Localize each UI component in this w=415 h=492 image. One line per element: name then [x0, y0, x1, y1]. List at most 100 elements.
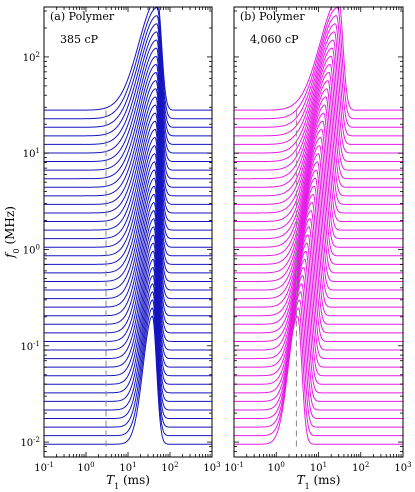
x-tick-label: 101: [119, 461, 136, 474]
y-tick-label: 101: [23, 147, 40, 160]
series-line: [44, 104, 212, 223]
x-tick-label: 102: [352, 461, 369, 474]
series-line: [234, 169, 403, 291]
series-line: [44, 275, 212, 402]
series-line: [44, 80, 212, 197]
series-line: [44, 145, 212, 265]
panel-b: 10-1 100 101 102 103 T1 (ms) (b) Polymer 4,060 …: [224, 6, 412, 491]
series-line: [44, 55, 212, 171]
series-line: [234, 39, 403, 154]
series-line: [44, 7, 212, 111]
series-line: [44, 128, 212, 248]
series-line: [234, 250, 403, 377]
series-line: [44, 201, 212, 325]
series-line: [44, 169, 212, 291]
series-line: [44, 39, 212, 154]
series-line: [234, 120, 403, 240]
series-line: [44, 120, 212, 240]
series-line: [44, 177, 212, 300]
series-group: [44, 7, 212, 445]
series-line: [234, 55, 403, 171]
series-line: [234, 193, 403, 317]
x-tick-label: 103: [394, 461, 411, 474]
plot-frame: [43, 6, 213, 458]
series-line: [44, 242, 212, 368]
x-tick-label: 102: [161, 461, 178, 474]
series-line: [234, 80, 403, 197]
series-line: [234, 104, 403, 223]
series-line: [234, 23, 403, 137]
series-line: [44, 15, 212, 128]
series-line: [44, 185, 212, 308]
series-line: [234, 307, 403, 437]
x-tick-label: 103: [203, 461, 220, 474]
y-axis-label: f0 (MHz): [3, 206, 21, 259]
series-line: [234, 185, 403, 308]
series-line: [234, 242, 403, 368]
series-line: [234, 218, 403, 342]
series-line: [234, 258, 403, 385]
series-line: [234, 266, 403, 394]
panel-label: (a) Polymer: [50, 10, 115, 23]
series-line: [44, 234, 212, 360]
series-line: [234, 299, 403, 428]
series-line: [234, 291, 403, 420]
series-line: [234, 315, 403, 445]
series-line: [234, 210, 403, 334]
x-tick-label: 10-1: [34, 461, 54, 474]
series-line: [44, 258, 212, 385]
x-axis-label: T1 (ms): [297, 473, 341, 491]
series-line: [234, 71, 403, 188]
series-line: [234, 275, 403, 402]
series-line: [44, 63, 212, 180]
x-tick-label: 101: [310, 461, 327, 474]
x-tick-label: 100: [77, 461, 94, 474]
series-line: [44, 193, 212, 317]
series-line: [44, 71, 212, 188]
series-line: [44, 283, 212, 411]
series-line: [44, 23, 212, 137]
series-group: [234, 7, 403, 445]
series-line: [234, 112, 403, 231]
viscosity-label: 385 cP: [60, 33, 99, 46]
series-line: [44, 315, 212, 445]
series-line: [44, 7, 212, 120]
series-line: [234, 136, 403, 257]
series-line: [234, 88, 403, 205]
series-line: [234, 153, 403, 274]
series-line: [44, 88, 212, 205]
series-line: [44, 307, 212, 437]
series-line: [44, 250, 212, 377]
series-line: [234, 96, 403, 214]
series-line: [234, 161, 403, 282]
series-line: [234, 47, 403, 163]
series-line: [234, 7, 403, 120]
series-line: [234, 7, 403, 111]
series-line: [234, 177, 403, 300]
ticks: [233, 7, 403, 458]
y-tick-label: 10-1: [20, 340, 40, 353]
series-line: [234, 63, 403, 180]
series-line: [44, 218, 212, 342]
series-line: [44, 31, 212, 145]
series-line: [44, 112, 212, 231]
series-line: [234, 283, 403, 411]
series-line: [234, 145, 403, 265]
x-axis-label: T1 (ms): [106, 473, 150, 491]
series-line: [234, 234, 403, 360]
series-line: [234, 201, 403, 325]
series-line: [44, 47, 212, 163]
series-line: [234, 15, 403, 128]
series-line: [44, 291, 212, 420]
series-line: [44, 266, 212, 394]
ticks: [43, 7, 212, 458]
series-line: [44, 137, 212, 257]
series-line: [44, 209, 212, 334]
series-line: [44, 226, 212, 351]
series-line: [234, 226, 403, 351]
y-tick-label: 100: [23, 244, 40, 257]
series-line: [44, 153, 212, 274]
series-line: [234, 128, 403, 248]
y-tick-label: 10-2: [20, 436, 40, 449]
